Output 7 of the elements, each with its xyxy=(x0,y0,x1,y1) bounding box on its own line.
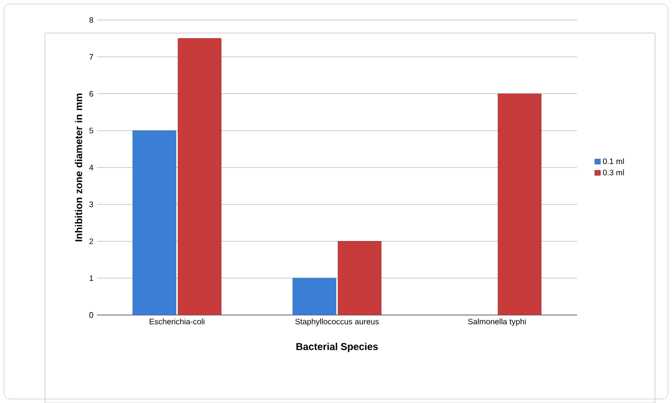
bar xyxy=(338,241,382,315)
bar xyxy=(498,94,542,315)
bar xyxy=(132,130,176,315)
bar xyxy=(292,278,336,315)
bar xyxy=(178,38,222,315)
x-axis-title: Bacterial Species xyxy=(296,342,378,352)
y-axis-title: Inhibition zone diameter in mm xyxy=(74,94,82,242)
